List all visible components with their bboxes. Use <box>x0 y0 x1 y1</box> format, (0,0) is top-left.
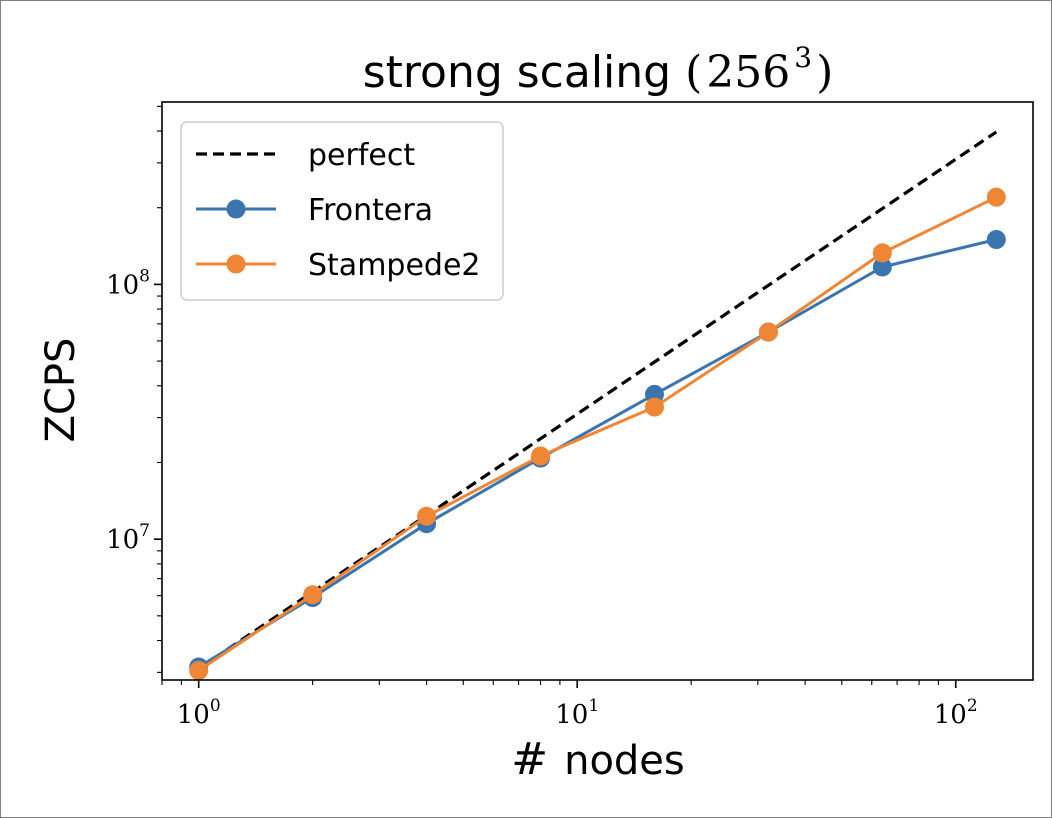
data-point-stampede2 <box>417 506 437 526</box>
y-tick-label: 107 <box>106 521 150 555</box>
series-line-frontera <box>197 238 997 669</box>
chart-title-math-base: 256 <box>706 47 790 98</box>
legend-marker-stampede2 <box>226 254 246 274</box>
y-tick-label: 108 <box>106 266 150 300</box>
axis-ticks: 100 101 102 107 108 <box>106 105 978 730</box>
x-tick-label: 100 <box>177 696 221 730</box>
data-point-stampede2 <box>872 243 892 263</box>
series-line-perfect <box>197 130 998 671</box>
data-point-stampede2 <box>758 322 778 342</box>
x-axis-label-text: nodes <box>564 738 685 784</box>
legend: perfect Frontera Stampede2 <box>180 121 504 301</box>
data-point-stampede2 <box>531 446 551 466</box>
data-point-frontera <box>872 257 892 277</box>
x-axis-label-symbol: # <box>511 734 548 785</box>
legend-label-frontera: Frontera <box>308 193 433 228</box>
chart-title-open-paren: ( <box>685 47 702 98</box>
legend-box <box>180 121 504 301</box>
series-lines <box>189 130 1006 681</box>
plot-area-border <box>161 101 1034 681</box>
x-tick-label: 102 <box>934 696 978 730</box>
y-axis-label: ZCPS <box>38 338 84 443</box>
data-point-stampede2 <box>189 661 209 681</box>
chart-title-text: strong scaling <box>363 47 671 98</box>
chart-title: strong scaling ( 256 3 ) <box>363 41 834 98</box>
data-point-stampede2 <box>644 397 664 417</box>
legend-label-perfect: perfect <box>308 138 415 173</box>
legend-label-stampede2: Stampede2 <box>308 248 481 283</box>
data-point-stampede2 <box>986 187 1006 207</box>
x-axis-label: # nodes <box>511 734 685 785</box>
legend-marker-frontera <box>226 199 246 219</box>
data-point-frontera <box>986 230 1006 250</box>
series-line-stampede2 <box>197 195 997 672</box>
data-point-stampede2 <box>303 585 323 605</box>
x-tick-label: 101 <box>555 696 599 730</box>
chart-title-math-exponent: 3 <box>794 41 812 74</box>
chart-title-close-paren: ) <box>816 47 833 98</box>
